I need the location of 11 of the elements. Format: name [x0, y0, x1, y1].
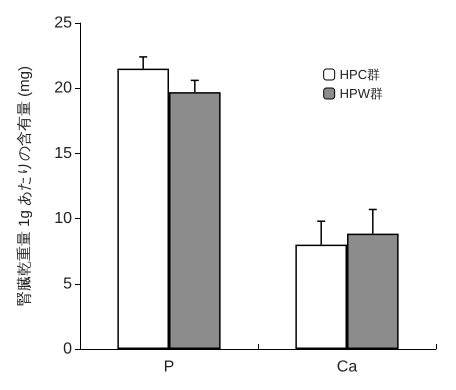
y-tick-label: 5	[63, 275, 72, 292]
y-tick-label: 10	[54, 210, 72, 228]
x-tick-label: P	[164, 358, 174, 376]
x-tick-label: Ca	[336, 358, 358, 376]
y-tick-label: 15	[54, 144, 72, 162]
y-axis-title: 腎臓乾重量 1g あたりの含有量 (mg)	[16, 66, 33, 306]
y-tick-label: 25	[54, 14, 72, 32]
y-tick-label: 0	[63, 340, 72, 358]
legend-label: HPC群	[340, 67, 380, 82]
legend-label: HPW群	[340, 86, 384, 101]
y-tick-label: 20	[54, 80, 72, 97]
